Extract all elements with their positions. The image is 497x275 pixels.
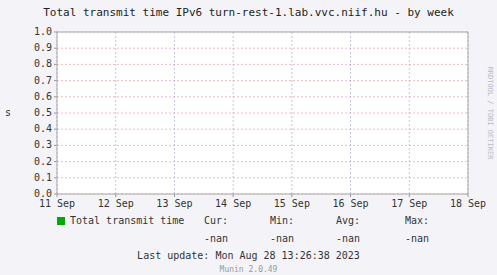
grid-line — [57, 96, 468, 97]
x-tick-label: 12 Sep — [98, 198, 134, 209]
legend-swatch — [57, 217, 65, 225]
y-tick-label: 0.7 — [34, 75, 52, 86]
y-tick-label: 0.2 — [34, 156, 52, 167]
stat-header: Avg: — [336, 215, 360, 226]
grid-line — [350, 32, 351, 194]
stat-header: Cur: — [204, 215, 228, 226]
stat-header: Min: — [270, 215, 294, 226]
y-tick-label: 0.9 — [34, 42, 52, 53]
grid-line — [409, 32, 410, 194]
x-tick-label: 15 Sep — [274, 198, 310, 209]
version: Munin 2.0.49 — [220, 265, 278, 274]
grid-line — [57, 129, 468, 130]
background — [0, 0, 497, 275]
stat-value: -nan — [204, 233, 228, 244]
stat-value: -nan — [405, 233, 429, 244]
y-tick-label: 0.5 — [34, 107, 52, 118]
grid-line — [57, 145, 468, 146]
grid-line — [57, 48, 468, 49]
grid-line — [174, 32, 175, 194]
y-tick-label: 1.0 — [34, 26, 52, 37]
y-axis-label: s — [5, 107, 11, 118]
stat-header: Max: — [405, 215, 429, 226]
y-tick-label: 0.8 — [34, 58, 52, 69]
grid-line — [57, 80, 468, 81]
y-tick-label: 0.4 — [34, 123, 52, 134]
x-tick-label: 16 Sep — [333, 198, 369, 209]
y-tick-label: 0.1 — [34, 172, 52, 183]
chart: Total transmit time IPv6 turn-rest-1.lab… — [0, 0, 497, 275]
watermark: RRDTOOL / TOBI OETIKER — [486, 67, 494, 161]
x-tick-label: 13 Sep — [156, 198, 192, 209]
last-update: Last update: Mon Aug 28 13:26:38 2023 — [137, 250, 360, 261]
x-tick-label: 17 Sep — [391, 198, 427, 209]
grid-line — [57, 177, 468, 178]
grid-line — [57, 113, 468, 114]
plot-frame — [57, 32, 468, 194]
x-tick-label: 14 Sep — [215, 198, 251, 209]
y-tick-label: 0.6 — [34, 91, 52, 102]
plot-area — [57, 32, 468, 194]
title: Total transmit time IPv6 turn-rest-1.lab… — [43, 6, 454, 19]
legend-label: Total transmit time — [70, 215, 184, 226]
grid-line — [115, 32, 116, 194]
grid-line — [233, 32, 234, 194]
stat-value: -nan — [336, 233, 360, 244]
grid-line — [57, 64, 468, 65]
x-tick-label: 18 Sep — [450, 198, 486, 209]
grid-line — [291, 32, 292, 194]
x-tick-label: 11 Sep — [39, 198, 75, 209]
grid-line — [57, 161, 468, 162]
y-tick-label: 0.3 — [34, 139, 52, 150]
stat-value: -nan — [270, 233, 294, 244]
